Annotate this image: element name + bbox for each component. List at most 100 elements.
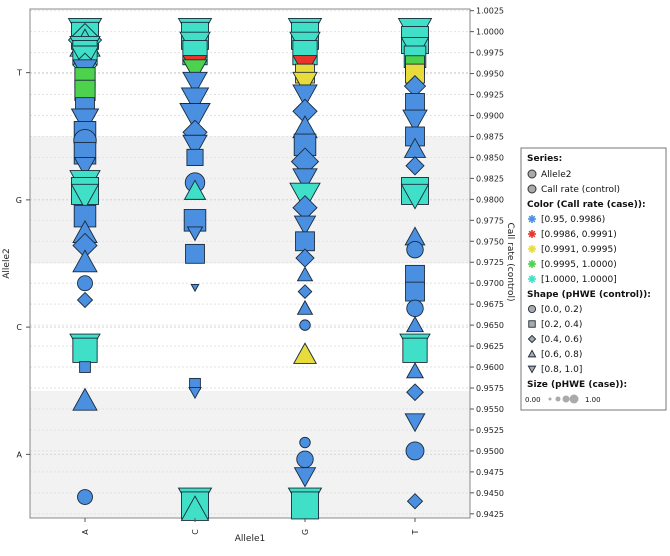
bottom-tick-label: C: [191, 529, 200, 535]
legend-color-label: [0.9995, 1.0000): [541, 260, 617, 270]
data-point: [406, 493, 424, 510]
data-point: [79, 361, 91, 373]
legend-shape-label: [0.6, 0.8): [541, 350, 582, 360]
bottom-tick-label: T: [411, 529, 420, 535]
data-point: [77, 275, 93, 292]
x-axis-label: Allele1: [235, 534, 265, 544]
allele2-bands: [30, 9, 470, 518]
data-point: [182, 134, 208, 158]
legend-color-marker: [528, 245, 536, 253]
legend-shape-marker: [527, 304, 537, 314]
right-tick-label: 1.0000: [476, 28, 504, 37]
right-tick-label: 0.9525: [476, 426, 504, 435]
right-tick-label: 0.9900: [476, 111, 504, 120]
right-tick-label: 1.0025: [476, 7, 504, 16]
data-point: [405, 281, 425, 302]
right-tick-label: 0.9800: [476, 195, 504, 204]
data-point: [406, 383, 424, 402]
right-tick-label: 0.9600: [476, 363, 504, 372]
data-point: [73, 156, 97, 178]
data-point: [293, 215, 317, 236]
left-axis: A C G T: [16, 69, 30, 459]
right-tick-label: 0.9650: [476, 321, 504, 330]
right-tick-label: 0.9550: [476, 405, 504, 414]
data-point: [179, 103, 211, 132]
left-tick-label: A: [17, 450, 23, 459]
data-point: [72, 387, 98, 411]
data-point: [402, 109, 428, 133]
data-point: [293, 467, 317, 488]
right-tick-label: 0.9975: [476, 49, 504, 58]
right-tick-label: 0.9625: [476, 342, 504, 351]
legend-series-marker: [527, 169, 537, 179]
legend-size-marker: [569, 394, 579, 404]
right-tick-label: 0.9750: [476, 237, 504, 246]
gridlines: [30, 10, 470, 515]
legend-color-marker: [528, 230, 536, 238]
legend-shape-label: [0.0, 0.2): [541, 305, 582, 315]
data-point: [180, 87, 210, 114]
legend-size-min: 0.00: [525, 396, 541, 404]
right-tick-label: 0.9575: [476, 384, 504, 393]
legend-shape-label: [0.4, 0.6): [541, 335, 582, 345]
legend-series-label: Allele2: [541, 170, 571, 180]
data-point: [404, 413, 426, 433]
legend-shape-label: [0.2, 0.4): [541, 320, 582, 330]
left-tick-label: G: [16, 196, 22, 205]
data-point: [292, 342, 318, 364]
right-tick-label: 0.9775: [476, 216, 504, 225]
legend-size-max: 1.00: [585, 396, 601, 404]
right-tick-label: 0.9675: [476, 300, 504, 309]
left-y-axis-label: Allele2: [2, 248, 12, 278]
data-point: [77, 489, 93, 505]
data-point: [186, 226, 204, 242]
right-tick-label: 0.9950: [476, 70, 504, 79]
left-tick-label: T: [16, 69, 22, 78]
data-point: [405, 264, 425, 285]
legend: Series: Allele2 Call rate (control) Color (…: [520, 147, 667, 411]
data-point: [190, 283, 200, 293]
data-point: [297, 284, 313, 299]
data-points: [67, 17, 433, 521]
data-point: [188, 386, 202, 400]
right-tick-label: 0.9700: [476, 279, 504, 288]
data-point: [402, 337, 428, 363]
legend-shape-marker: [527, 365, 537, 374]
legend-color-marker: [528, 260, 536, 268]
data-point: [296, 266, 314, 282]
legend-color-marker: [528, 215, 536, 223]
legend-color-label: [0.9991, 0.9995): [541, 245, 617, 255]
legend-series-label: Call rate (control): [541, 185, 620, 195]
data-point: [296, 299, 314, 315]
legend-shape-marker: [527, 349, 537, 358]
data-point: [405, 156, 425, 176]
right-tick-label: 0.9725: [476, 258, 504, 267]
legend-color-label: [0.95, 0.9986): [541, 215, 605, 225]
data-point: [406, 299, 424, 318]
data-point: [185, 243, 205, 264]
data-point: [186, 148, 204, 166]
data-point: [182, 59, 208, 83]
legend-box: [520, 147, 667, 411]
right-tick-label: 0.9475: [476, 468, 504, 477]
data-point: [292, 84, 318, 108]
data-point: [405, 315, 425, 333]
data-point: [291, 491, 319, 520]
left-tick-label: C: [16, 323, 22, 332]
data-point: [299, 319, 311, 331]
legend-shape-marker: [527, 334, 537, 344]
data-point: [70, 183, 100, 210]
data-point: [400, 183, 430, 210]
legend-color-label: [1.0000, 1.0000]: [541, 275, 617, 285]
data-point: [182, 71, 208, 95]
legend-size-marker: [548, 397, 552, 401]
right-tick-label: 0.9425: [476, 510, 504, 519]
right-tick-label: 0.9450: [476, 489, 504, 498]
data-point: [405, 362, 425, 379]
data-point: [292, 71, 318, 95]
data-point: [406, 240, 424, 259]
legend-series-marker: [527, 184, 537, 194]
right-tick-label: 0.9925: [476, 91, 504, 100]
